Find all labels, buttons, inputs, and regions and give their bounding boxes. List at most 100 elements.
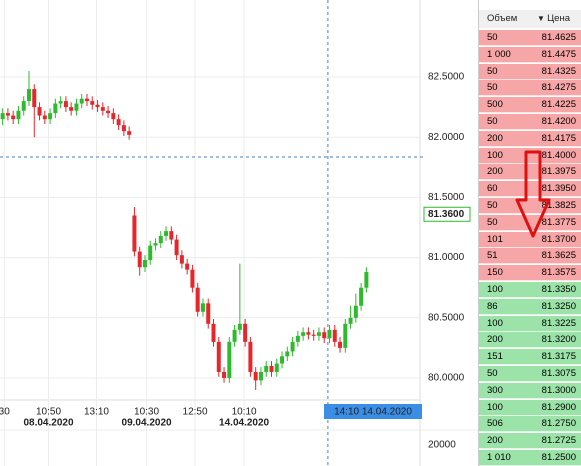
candle-body xyxy=(206,303,211,324)
sort-icon: ▼ xyxy=(537,14,548,23)
x-tick-label: 13:10 xyxy=(84,407,109,418)
header-price-text: Цена xyxy=(547,13,570,24)
candle-body xyxy=(148,245,153,261)
candle-body xyxy=(264,365,269,372)
bid-row[interactable]: 50 81.3075 xyxy=(479,366,581,382)
bid-row[interactable]: 200 81.2725 xyxy=(479,433,581,450)
candle-body xyxy=(327,329,332,339)
volume: 50 xyxy=(487,368,498,379)
volume: 1 000 xyxy=(487,48,511,60)
crosshair-label: 14:10 14.04.2020 xyxy=(334,407,412,418)
candle-body xyxy=(53,103,58,114)
bid-row[interactable]: 200 81.3200 xyxy=(479,332,581,349)
candle-body xyxy=(353,305,358,318)
price: 81.4200 xyxy=(541,116,576,127)
ask-row[interactable]: 50 81.3825 xyxy=(479,198,581,214)
volume: 200 xyxy=(487,166,503,178)
price: 81.2750 xyxy=(541,418,576,430)
volume: 50 xyxy=(487,216,498,228)
ask-row[interactable]: 51 81.3625 xyxy=(479,248,581,265)
candle-body xyxy=(42,115,47,120)
candle-body xyxy=(63,101,68,108)
candle-body xyxy=(21,101,26,111)
candle-body xyxy=(348,317,353,324)
last-price-label: 81.3600 xyxy=(428,209,465,220)
date-label: 08.04.2020 xyxy=(23,418,73,429)
volume: 506 xyxy=(487,418,503,430)
candle-body xyxy=(132,215,137,252)
candle-body xyxy=(232,329,237,342)
volume: 50 xyxy=(487,82,498,94)
arrow-shape xyxy=(515,150,551,238)
ask-row[interactable]: 100 81.4000 xyxy=(479,147,581,164)
price: 81.4000 xyxy=(541,149,576,161)
bid-row[interactable]: 100 81.3225 xyxy=(479,315,581,332)
ask-row[interactable]: 500 81.4225 xyxy=(479,97,581,114)
ask-row[interactable]: 101 81.3700 xyxy=(479,231,581,248)
volume: 200 xyxy=(487,132,503,144)
ask-row[interactable]: 200 81.3975 xyxy=(479,164,581,181)
price: 81.3950 xyxy=(541,183,576,195)
candle-body xyxy=(95,104,100,108)
candle-body xyxy=(190,269,195,288)
volume: 100 xyxy=(487,284,503,295)
candle-body xyxy=(338,341,343,348)
price: 81.3625 xyxy=(541,250,576,262)
candle-body xyxy=(37,107,42,116)
volume: 151 xyxy=(487,351,503,363)
candle-body xyxy=(0,113,5,120)
candle-body xyxy=(280,356,285,364)
y-tick-label: 80.5000 xyxy=(428,312,465,323)
x-tick-label: 12:50 xyxy=(183,407,208,418)
price: 81.3000 xyxy=(541,384,576,396)
candle-body xyxy=(216,341,221,372)
candle-body xyxy=(158,235,163,244)
candle-body xyxy=(100,107,105,111)
volume: 60 xyxy=(487,183,498,195)
candle-body xyxy=(295,335,300,342)
volume: 150 xyxy=(487,267,503,279)
bid-row[interactable]: 151 81.3175 xyxy=(479,349,581,366)
ask-row[interactable]: 50 81.4200 xyxy=(479,114,581,130)
volume-tick-label: 20000 xyxy=(428,440,456,451)
price: 81.3175 xyxy=(541,351,576,363)
candle-body xyxy=(290,341,295,352)
candle-body xyxy=(185,263,190,270)
candle-body xyxy=(285,351,290,357)
price: 81.4625 xyxy=(541,32,576,43)
price: 81.3225 xyxy=(541,317,576,329)
ask-row[interactable]: 50 81.4275 xyxy=(479,80,581,97)
header-volume[interactable]: Объем xyxy=(479,10,533,28)
bid-row[interactable]: 100 81.2900 xyxy=(479,399,581,416)
bid-row[interactable]: 506 81.2750 xyxy=(479,416,581,433)
candle-body xyxy=(364,272,369,288)
bid-row[interactable]: 86 81.3250 xyxy=(479,298,581,315)
volume: 50 xyxy=(487,32,498,43)
candle-body xyxy=(253,371,258,381)
candle-body xyxy=(169,231,174,240)
candle-body xyxy=(316,332,321,336)
ask-row[interactable]: 200 81.4175 xyxy=(479,130,581,147)
price: 81.4475 xyxy=(541,48,576,60)
price: 81.4325 xyxy=(541,65,576,77)
ask-row[interactable]: 50 81.4325 xyxy=(479,63,581,80)
y-tick-label: 82.0000 xyxy=(428,132,465,143)
bid-row[interactable]: 1 010 81.2500 xyxy=(479,450,581,466)
last-price-box xyxy=(423,206,471,222)
candle-body xyxy=(74,103,79,111)
price: 81.4175 xyxy=(541,132,576,144)
date-label: 14.04.2020 xyxy=(219,418,269,429)
candle-body xyxy=(137,251,142,268)
bid-row[interactable]: 100 81.3350 xyxy=(479,282,581,298)
volume: 1 010 xyxy=(487,452,511,463)
x-tick-label: 30 xyxy=(0,407,10,418)
ask-row[interactable]: 150 81.3575 xyxy=(479,265,581,282)
ask-row[interactable]: 60 81.3950 xyxy=(479,181,581,198)
price: 81.3250 xyxy=(541,300,576,312)
bid-row[interactable]: 300 81.3000 xyxy=(479,382,581,399)
header-price[interactable]: ▼ Цена xyxy=(533,10,581,28)
candle-body xyxy=(5,113,10,116)
ask-row[interactable]: 50 81.4625 xyxy=(479,30,581,46)
ask-row[interactable]: 1 000 81.4475 xyxy=(479,46,581,63)
